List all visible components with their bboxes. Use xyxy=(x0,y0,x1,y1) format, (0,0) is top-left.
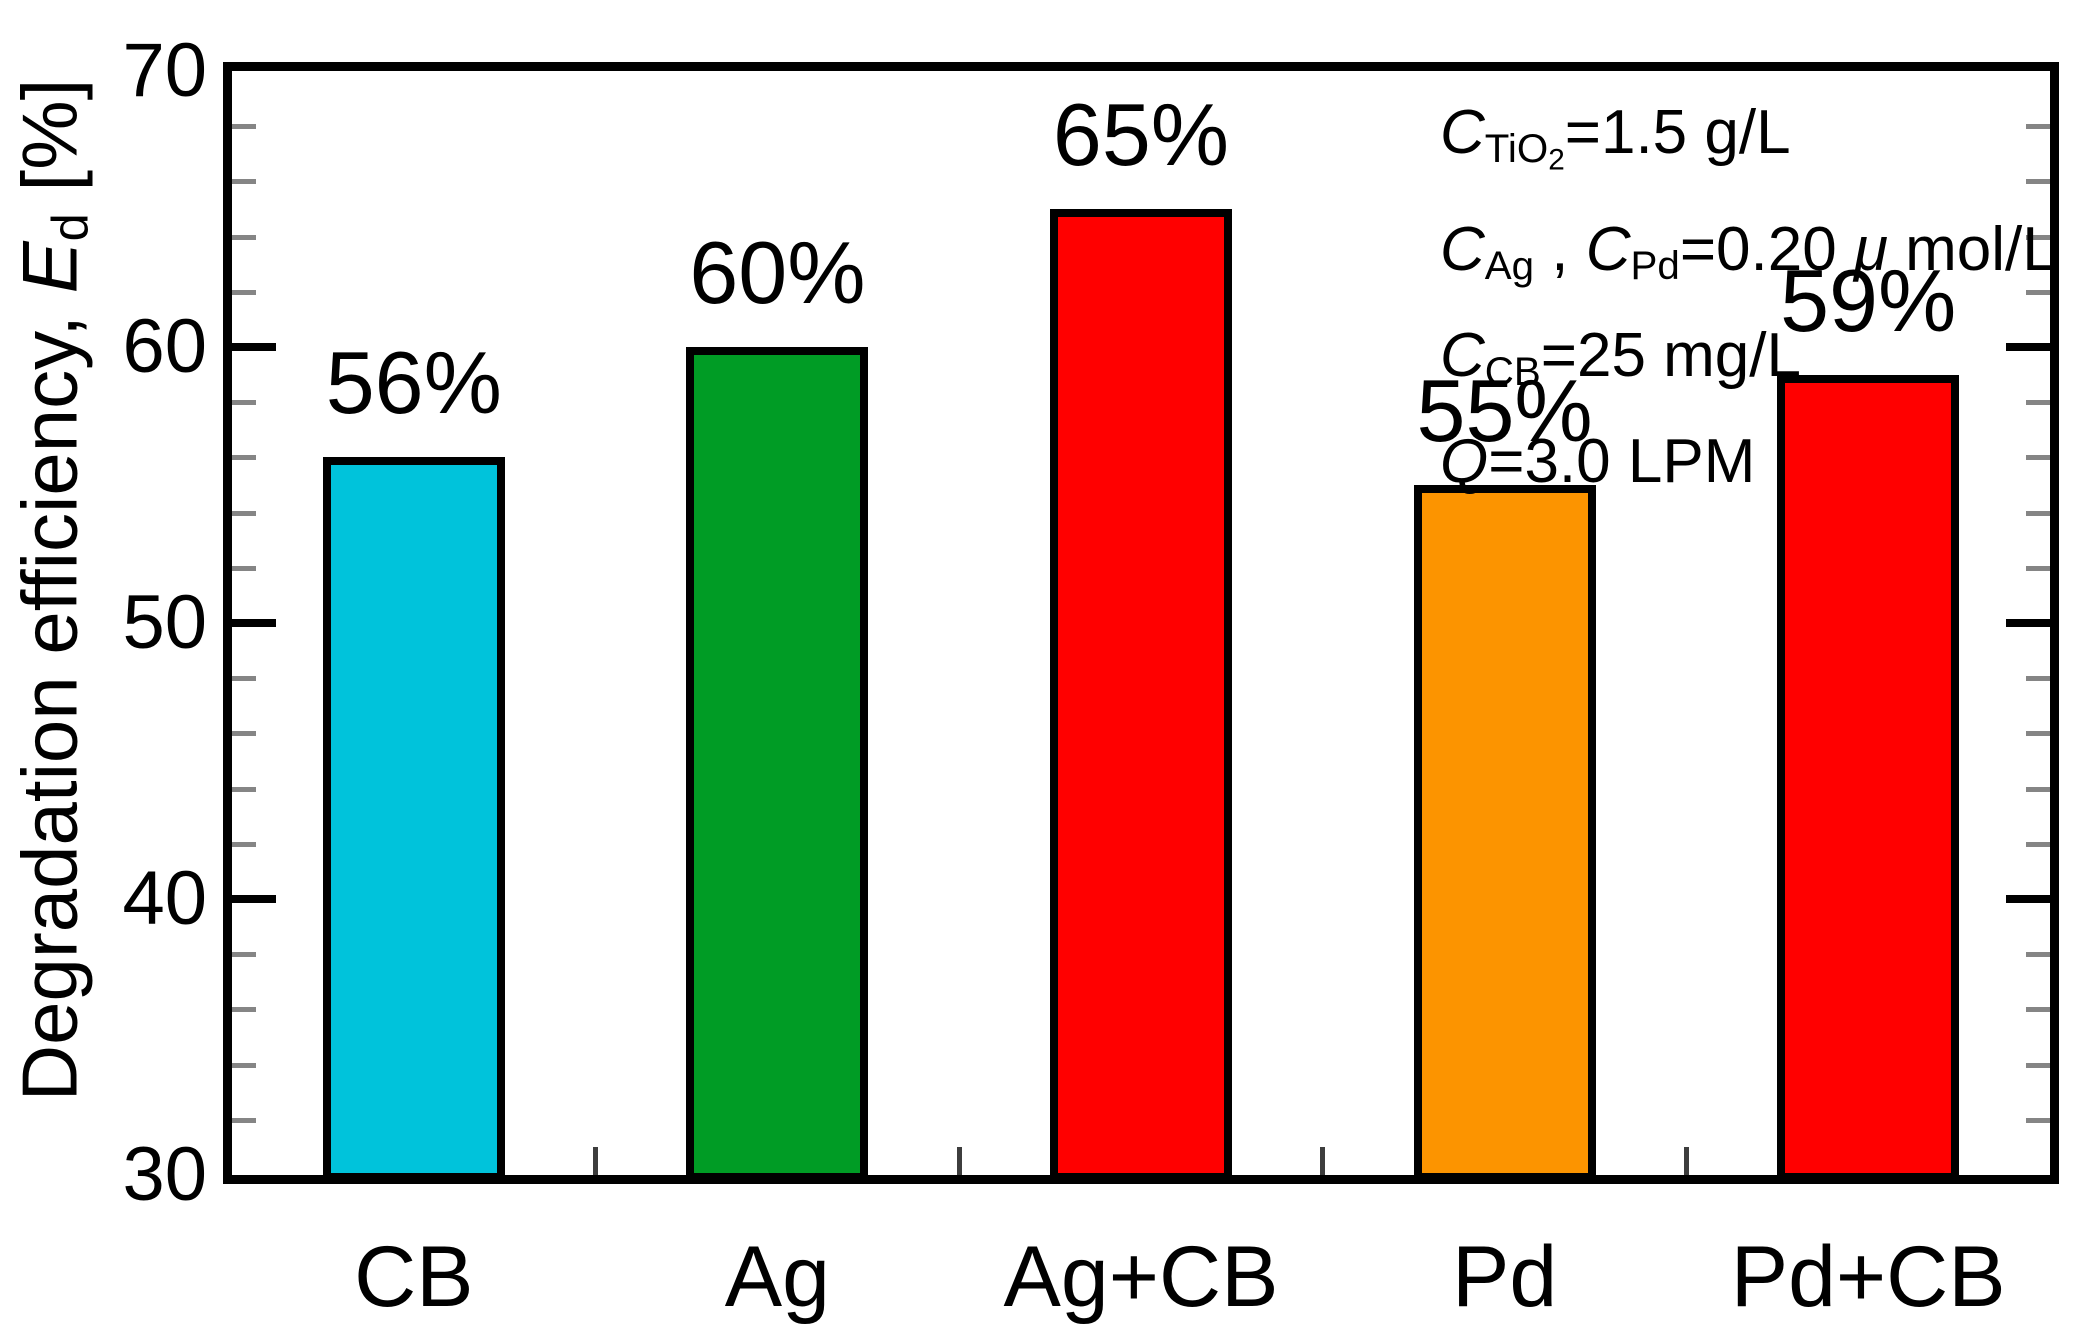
y-minor-tick-right xyxy=(2026,841,2050,847)
y-tick-label: 40 xyxy=(122,856,207,941)
y-minor-tick-left xyxy=(232,841,256,847)
y-minor-tick-left xyxy=(232,676,256,682)
y-minor-tick-left xyxy=(232,400,256,406)
y-minor-tick-right xyxy=(2026,1007,2050,1013)
y-minor-tick-left xyxy=(232,289,256,295)
text-segment: C xyxy=(1440,215,1485,285)
y-minor-tick-left xyxy=(232,124,256,130)
y-minor-tick-right xyxy=(2026,400,2050,406)
y-minor-tick-left xyxy=(232,786,256,792)
y-major-tick-right xyxy=(2006,619,2050,627)
y-minor-tick-right xyxy=(2026,510,2050,516)
y-minor-tick-left xyxy=(232,455,256,461)
y-minor-tick-right xyxy=(2026,1117,2050,1123)
y-major-tick-left xyxy=(232,343,276,351)
bar-value-label: 65% xyxy=(1052,85,1230,184)
text-segment: =25 mg/L xyxy=(1540,321,1801,391)
text-segment: E xyxy=(5,241,94,294)
y-minor-tick-right xyxy=(2026,676,2050,682)
text-segment: Ag xyxy=(1484,243,1535,289)
x-boundary-tick xyxy=(1683,1147,1689,1175)
y-minor-tick-left xyxy=(232,510,256,516)
y-minor-tick-right xyxy=(2026,786,2050,792)
x-boundary-tick xyxy=(1320,1147,1326,1175)
conditions-annotation: CTiO2=1.5 g/L CAg , CPd=0.20 μ mol/L CCB… xyxy=(1440,88,2057,507)
text-segment: =0.20 xyxy=(1679,215,1854,285)
bar-Ag+CB xyxy=(1050,209,1232,1181)
y-major-tick-right xyxy=(2006,343,2050,351)
y-minor-tick-left xyxy=(232,1117,256,1123)
bar-value-label: 59% xyxy=(1780,250,1957,350)
y-major-tick-left xyxy=(232,619,276,627)
annotation-line-cag-cpd: CAg , CPd=0.20 μ mol/L xyxy=(1440,205,2057,311)
annotation-line-ccb: CCB=25 mg/L xyxy=(1440,311,2057,417)
bar-Ag xyxy=(686,347,869,1181)
y-minor-tick-right xyxy=(2026,289,2050,295)
y-tick-label: 70 xyxy=(122,28,207,113)
x-category-label-Ag: Ag xyxy=(724,1229,830,1325)
y-minor-tick-left xyxy=(232,731,256,737)
y-minor-tick-left xyxy=(232,565,256,571)
text-segment: TiO xyxy=(1484,125,1549,171)
y-minor-tick-left xyxy=(232,952,256,958)
y-minor-tick-left xyxy=(232,179,256,185)
text-segment: CB xyxy=(1484,349,1541,395)
y-minor-tick-right xyxy=(2026,731,2050,737)
text-segment: C xyxy=(1440,98,1485,167)
y-minor-tick-right xyxy=(2026,179,2050,185)
bar-Pd+CB xyxy=(1777,374,1960,1181)
text-segment: mol/L xyxy=(1887,215,2057,285)
annotation-line-ctio2: CTiO2=1.5 g/L xyxy=(1440,88,2057,205)
y-minor-tick-right xyxy=(2026,1062,2050,1068)
y-minor-tick-left xyxy=(232,234,256,240)
bar-CB xyxy=(322,457,505,1181)
y-minor-tick-right xyxy=(2026,565,2050,571)
y-minor-tick-right xyxy=(2026,455,2050,461)
y-tick-label: 50 xyxy=(122,580,207,665)
text-segment: Degradation efficiency, xyxy=(5,293,94,1102)
text-segment: μ xyxy=(1853,215,1888,285)
y-minor-tick-right xyxy=(2026,952,2050,958)
x-boundary-tick xyxy=(593,1147,599,1175)
text-segment: d xyxy=(41,213,99,242)
y-tick-label: 60 xyxy=(122,304,207,389)
text-segment: =3.0 LPM xyxy=(1488,427,1756,497)
text-segment: C xyxy=(1440,321,1485,391)
bar-Pd xyxy=(1413,485,1596,1181)
x-category-label-Pd: Pd xyxy=(1451,1229,1558,1325)
text-segment: C xyxy=(1585,215,1631,285)
x-category-label-Pd+CB: Pd+CB xyxy=(1730,1229,2006,1325)
text-segment: =1.5 g/L xyxy=(1564,98,1791,167)
y-major-tick-left xyxy=(232,895,276,903)
y-minor-tick-right xyxy=(2026,234,2050,240)
bar-value-label: 60% xyxy=(689,223,866,322)
y-minor-tick-left xyxy=(232,1062,256,1068)
bar-value-label: 55% xyxy=(1416,361,1593,460)
x-boundary-tick xyxy=(956,1147,962,1175)
text-segment: , xyxy=(1534,215,1586,285)
y-minor-tick-left xyxy=(232,1007,256,1013)
y-minor-tick-right xyxy=(2026,124,2050,130)
x-category-label-Ag+CB: Ag+CB xyxy=(1003,1229,1279,1325)
y-tick-label: 30 xyxy=(122,1132,207,1217)
y-major-tick-right xyxy=(2006,895,2050,903)
bar-value-label: 56% xyxy=(325,333,502,433)
text-segment: Pd xyxy=(1630,243,1680,289)
text-segment: 2 xyxy=(1548,143,1565,177)
x-category-label-CB: CB xyxy=(354,1229,474,1325)
annotation-line-q: Q=3.0 LPM xyxy=(1440,417,2057,507)
text-segment: Q xyxy=(1440,427,1489,497)
